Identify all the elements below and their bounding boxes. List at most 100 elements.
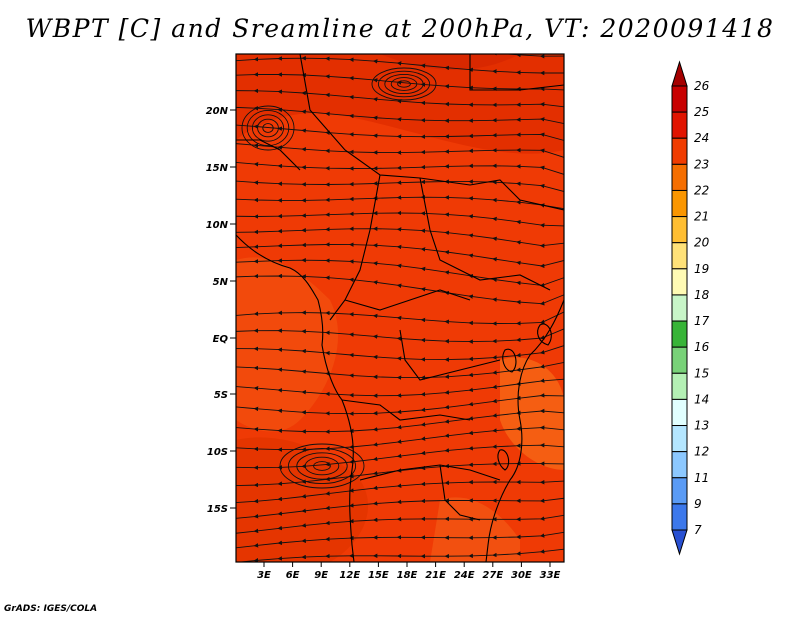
streamline-eddy <box>390 77 418 91</box>
lon-tick-label: 6E <box>286 570 300 581</box>
colorbar-label: 18 <box>694 288 710 302</box>
colorbar-label: 14 <box>694 392 709 406</box>
colorbar-label: 24 <box>694 131 709 145</box>
colorbar-swatch <box>671 398 688 427</box>
grads-credit: GrADS: IGES/COLA <box>4 604 98 614</box>
lat-tick-label: 10S <box>207 447 228 458</box>
colorbar-label: 19 <box>694 262 709 276</box>
colorbar-swatch <box>671 85 688 113</box>
streamline <box>236 55 564 76</box>
lon-tick-label: 27E <box>482 570 503 581</box>
streamline <box>236 143 564 158</box>
streamline <box>236 497 564 519</box>
streamline-eddy <box>377 70 431 98</box>
lake <box>497 449 510 471</box>
streamline-eddy <box>251 114 285 142</box>
colorbar-label: 22 <box>694 183 709 197</box>
coastline <box>236 234 355 562</box>
colorbar-label: 17 <box>694 314 710 328</box>
colorbar-label: 25 <box>694 105 709 119</box>
country-border <box>469 54 564 91</box>
streamline <box>236 345 564 362</box>
streamline <box>236 124 564 141</box>
lat-tick-label: 20N <box>206 106 229 117</box>
country-border <box>341 399 471 421</box>
streamline <box>236 273 564 306</box>
streamline-eddy <box>296 452 348 480</box>
streamline-eddy <box>397 80 411 88</box>
lon-tick-label: 24E <box>454 570 475 581</box>
lat-tick-label: EQ <box>213 334 229 345</box>
colorbar-swatch <box>671 137 688 165</box>
lat-tick-label: 10N <box>206 220 229 231</box>
country-border <box>344 289 471 311</box>
streamline-eddy <box>279 443 365 489</box>
streamline <box>236 161 564 175</box>
colorbar-label: 13 <box>694 419 709 433</box>
country-border <box>419 177 551 291</box>
lon-tick-label: 18E <box>397 570 418 581</box>
streamline <box>236 88 564 108</box>
streamline-eddy <box>241 105 295 151</box>
colorbar-top-arrow <box>671 60 688 87</box>
colorbar-swatch <box>671 294 688 322</box>
country-border <box>399 329 501 381</box>
lat-tick-label: 15N <box>206 163 229 174</box>
colorbar-label: 11 <box>694 471 709 485</box>
colorbar-label: 16 <box>694 340 710 354</box>
lat-tick-label: 5N <box>213 277 229 288</box>
chart-title: WBPT [C] and Sreamline at 200hPa, VT: 20… <box>25 14 775 43</box>
lon-tick-label: 30E <box>511 570 532 581</box>
country-border <box>236 139 301 171</box>
colorbar-swatch <box>671 346 688 374</box>
latitude-axis: 20N 15N 10N 5N EQ 5S 10S 15S <box>206 106 236 515</box>
lon-tick-label: 3E <box>257 570 271 581</box>
streamline <box>236 194 564 210</box>
lat-tick-label: 15S <box>207 504 228 515</box>
lon-tick-label: 33E <box>540 570 561 581</box>
streamline <box>236 210 564 228</box>
colorbar-swatch <box>671 451 688 479</box>
colorbar-swatch <box>671 242 688 270</box>
colorbar-swatch <box>671 189 688 218</box>
colorbar-label: 9 <box>694 497 702 511</box>
streamline-eddy <box>262 123 274 133</box>
lon-tick-label: 12E <box>339 570 360 581</box>
streamline <box>236 310 564 326</box>
streamline <box>236 328 564 344</box>
streamline <box>236 514 564 534</box>
streamline-eddy <box>246 109 290 147</box>
colorbar: 26 25 24 23 22 21 20 19 18 17 16 15 14 13 12 11 9 7 <box>671 60 710 556</box>
colorbar-swatch <box>671 111 688 139</box>
country-border <box>329 174 381 321</box>
streamline <box>236 226 564 248</box>
colorbar-label: 7 <box>694 523 702 537</box>
lake <box>502 348 517 373</box>
colorbar-label: 23 <box>694 157 709 171</box>
colorbar-label: 26 <box>694 79 710 93</box>
colorbar-swatch <box>671 372 688 400</box>
streamline <box>236 548 564 562</box>
lon-tick-label: 9E <box>314 570 328 581</box>
colorbar-label: 21 <box>694 210 709 224</box>
borders <box>236 54 564 562</box>
colorbar-swatch <box>671 320 688 348</box>
colorbar-swatch <box>671 268 688 296</box>
streamline <box>236 106 564 125</box>
streamline <box>236 179 564 192</box>
colorbar-swatch <box>671 477 688 505</box>
streamline-eddy <box>287 447 357 485</box>
country-border <box>439 464 481 521</box>
lon-tick-label: 21E <box>425 570 446 581</box>
streamline-eddy <box>371 67 437 101</box>
colorbar-swatch <box>671 163 688 191</box>
lon-tick-label: 15E <box>368 570 389 581</box>
colorbar-swatch <box>671 216 688 244</box>
colorbar-swatch <box>671 425 688 453</box>
longitude-axis: 3E 6E 9E 12E 15E 18E 21E 24E 27E 30E 33E <box>257 562 561 581</box>
map-frame <box>235 53 565 563</box>
colorbar-label: 15 <box>694 366 709 380</box>
streamline-eddy <box>257 118 279 138</box>
colorbar-label: 20 <box>694 236 710 250</box>
